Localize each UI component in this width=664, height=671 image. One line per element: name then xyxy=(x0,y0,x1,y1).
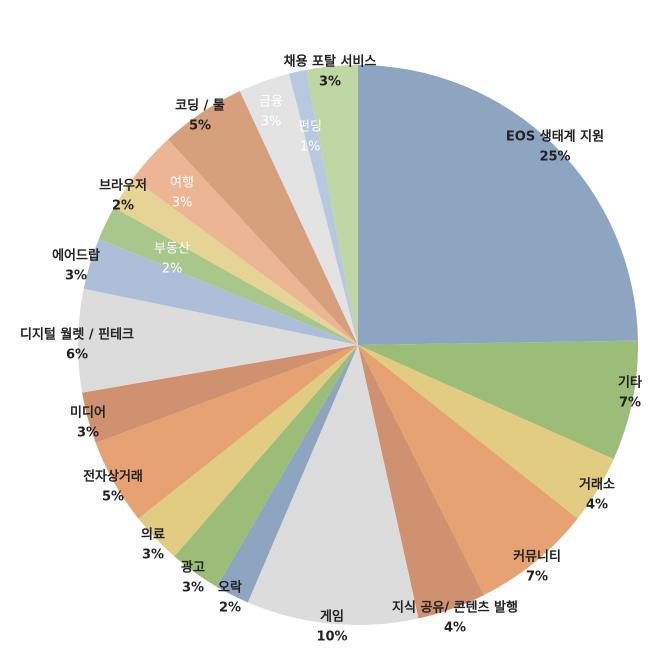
slice-value: 5% xyxy=(102,490,124,505)
slice-label: 거래소 xyxy=(579,478,615,493)
slice-value: 2% xyxy=(112,199,134,214)
slice-label: 전자상거래 xyxy=(83,469,143,485)
slice-label: 채용 포탈 서비스 xyxy=(284,54,377,70)
slice-label: 코딩 / 툴 xyxy=(175,98,225,114)
slice-value: 2% xyxy=(219,601,241,616)
pie-slice xyxy=(98,207,358,345)
pie-slice xyxy=(306,65,358,345)
slice-label: 기타 xyxy=(618,375,642,391)
pie-slice xyxy=(167,91,358,345)
slice-value: 1% xyxy=(300,140,321,155)
slice-value: 3% xyxy=(142,548,164,563)
slice-value: 3% xyxy=(77,426,99,441)
slice-value: 7% xyxy=(619,396,641,411)
slice-label: 미디어 xyxy=(70,405,106,421)
slice-value: 3% xyxy=(261,115,282,130)
slice-label: 브라우저 xyxy=(99,178,147,194)
slice-label: 여행 xyxy=(170,175,194,191)
slice-label: 에어드랍 xyxy=(52,248,100,264)
slice-label: 게임 xyxy=(320,610,344,625)
slice-value: 3% xyxy=(319,75,341,90)
pie-slice xyxy=(358,345,578,596)
pie-slice xyxy=(77,288,358,393)
slice-value: 5% xyxy=(189,119,211,134)
slice-value: 2% xyxy=(162,262,183,277)
slice-label: 디지털 월렛 / 핀테크 xyxy=(20,327,134,343)
slice-label: 펀딩 xyxy=(298,120,322,135)
pie-slice xyxy=(358,345,484,619)
slice-label: 오락 xyxy=(218,581,242,596)
pie-slice xyxy=(358,345,614,519)
slice-label: 부동산 xyxy=(154,242,190,257)
slice-value: 25% xyxy=(539,150,570,165)
slice-label: 커뮤니티 xyxy=(513,549,561,565)
pie-slice xyxy=(239,73,358,346)
slice-value: 6% xyxy=(66,348,88,363)
pie-slice xyxy=(216,345,358,603)
slice-value: 3% xyxy=(65,269,87,284)
slice-label: 금융 xyxy=(259,95,283,110)
pie-slice xyxy=(138,345,358,557)
slice-value: 4% xyxy=(586,498,608,513)
slice-label: 지식 공유/ 콘텐츠 발행 xyxy=(392,600,518,616)
pie-slice xyxy=(358,65,638,345)
pie-slice xyxy=(358,340,638,460)
pie-slice xyxy=(83,238,359,345)
pie-slice xyxy=(174,345,358,587)
slice-value: 3% xyxy=(182,581,204,596)
slice-value: 3% xyxy=(172,196,193,211)
pie-slice xyxy=(82,345,358,444)
pie-slice xyxy=(133,139,358,345)
slice-label: 광고 xyxy=(181,561,205,576)
slice-value: 7% xyxy=(526,570,548,585)
pie-slice xyxy=(95,345,358,519)
slice-value: 4% xyxy=(444,621,466,636)
slice-label: EOS 생태계 지원 xyxy=(506,130,604,145)
pie-slice xyxy=(247,345,419,626)
pie-slice xyxy=(114,178,358,345)
pie-slice xyxy=(289,69,358,346)
slice-value: 10% xyxy=(316,630,347,645)
slice-label: 의료 xyxy=(141,527,165,543)
